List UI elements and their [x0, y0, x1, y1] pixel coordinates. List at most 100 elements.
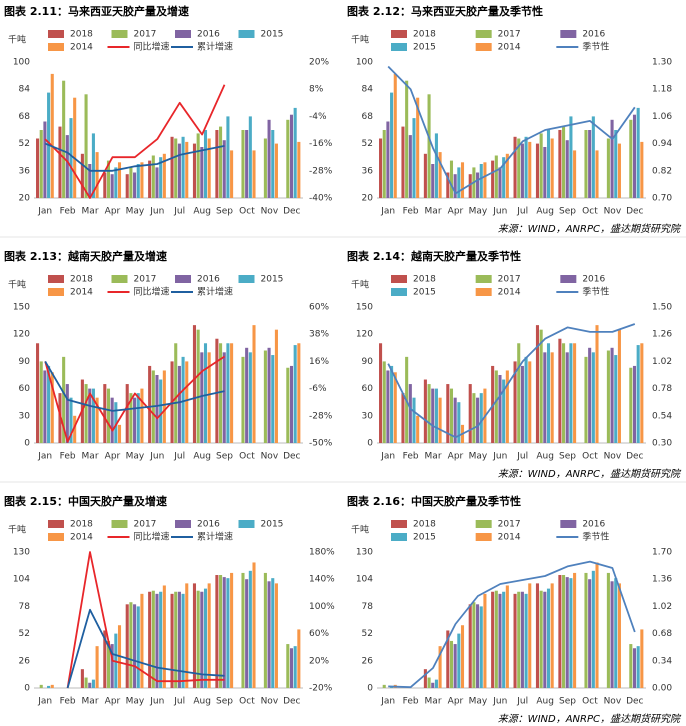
bar	[293, 646, 297, 688]
bar	[88, 388, 92, 443]
y2-tick-label: 0.30	[652, 439, 672, 449]
line-series	[44, 84, 226, 199]
bar	[401, 393, 405, 443]
legend-label: 2017	[134, 30, 157, 40]
bar	[610, 581, 614, 688]
bar	[267, 581, 271, 688]
bar	[136, 164, 140, 198]
bar	[200, 147, 204, 198]
bar	[103, 384, 107, 443]
bar	[453, 644, 457, 688]
bar	[617, 329, 621, 443]
bar	[151, 155, 155, 198]
x-tick-label: Oct	[239, 452, 255, 462]
x-tick-label: May	[469, 207, 488, 217]
bar	[222, 140, 226, 198]
bar	[207, 138, 211, 198]
chart-title: 图表 2.11：马来西亚天胶产量及增速	[4, 4, 189, 18]
bar	[539, 133, 543, 198]
legend-swatch	[475, 30, 492, 38]
legend-label: 2016	[197, 275, 220, 285]
x-tick-label: Sep	[216, 207, 233, 217]
bar	[185, 141, 189, 198]
legend-label: 2018	[413, 520, 436, 530]
bar	[498, 375, 502, 443]
legend-label: 2015	[261, 30, 284, 40]
bar	[297, 629, 301, 688]
bar	[110, 644, 114, 688]
y-tick-label: 30	[19, 411, 31, 421]
x-tick-label: Jun	[149, 207, 164, 217]
x-tick-label: Dec	[283, 697, 300, 707]
x-tick-label: Dec	[283, 207, 300, 217]
y2-tick-label: 1.36	[652, 575, 672, 585]
legend-label: 季节性	[582, 41, 609, 53]
bar	[222, 352, 226, 443]
legend-swatch	[475, 288, 492, 296]
y-tick-label: 20	[19, 194, 31, 204]
bar	[185, 361, 189, 443]
bar	[434, 388, 438, 443]
bar	[162, 370, 166, 443]
bar	[427, 94, 431, 198]
y2-tick-label: 1.70	[652, 548, 672, 558]
bar	[629, 119, 633, 198]
bar	[215, 130, 219, 198]
bar	[606, 138, 610, 198]
bar	[431, 682, 435, 688]
x-tick-label: Oct	[582, 452, 598, 462]
y-tick-label: 52	[362, 139, 373, 149]
legend-swatch	[48, 30, 64, 38]
bar	[106, 640, 111, 688]
bar	[546, 588, 551, 688]
bar	[584, 130, 588, 198]
y-tick-label: 84	[362, 85, 374, 95]
bar	[62, 80, 66, 198]
bar	[460, 162, 465, 198]
x-tick-label: Jun	[492, 207, 507, 217]
bar	[423, 669, 427, 688]
line-series	[66, 551, 225, 689]
legend-swatch	[391, 43, 407, 51]
legend-label: 2016	[582, 520, 605, 530]
legend-label: 2018	[70, 30, 93, 40]
bar	[245, 579, 249, 688]
legend-label: 2016	[197, 520, 220, 530]
y-tick-label: 150	[13, 303, 30, 313]
bar	[584, 356, 588, 443]
y2-tick-label: 8%	[309, 85, 324, 95]
bar	[573, 343, 577, 443]
legend-label: 2017	[498, 275, 521, 285]
bar	[562, 575, 566, 688]
y2-tick-label: 1.02	[652, 357, 672, 367]
bar	[408, 135, 412, 198]
bar	[449, 388, 454, 443]
bar	[103, 172, 107, 198]
x-tick-label: Feb	[60, 452, 76, 462]
bar	[390, 92, 394, 198]
y2-tick-label: 20%	[309, 656, 329, 666]
bar	[491, 160, 495, 198]
bar	[47, 365, 51, 443]
bar	[117, 162, 122, 198]
bar	[535, 583, 540, 688]
line-series	[44, 142, 225, 172]
x-tick-label: May	[126, 207, 145, 217]
bar	[65, 384, 69, 443]
bar	[517, 138, 521, 198]
x-tick-label: Dec	[626, 452, 643, 462]
source-note: 来源：WIND，ANRPC，盛达期货研究院	[498, 223, 682, 235]
legend-label: 2015	[261, 520, 284, 530]
bar	[606, 350, 610, 443]
x-tick-label: Feb	[403, 697, 419, 707]
legend-swatch	[475, 520, 492, 528]
bar	[43, 370, 47, 443]
y-axis-label: 千吨	[351, 524, 369, 536]
bar	[151, 590, 155, 688]
y2-tick-label: -28%	[309, 166, 333, 176]
x-tick-label: Apr	[448, 697, 464, 707]
bar	[498, 593, 502, 688]
bar	[267, 119, 271, 198]
bar	[629, 644, 633, 688]
x-tick-label: Jul	[173, 697, 185, 707]
